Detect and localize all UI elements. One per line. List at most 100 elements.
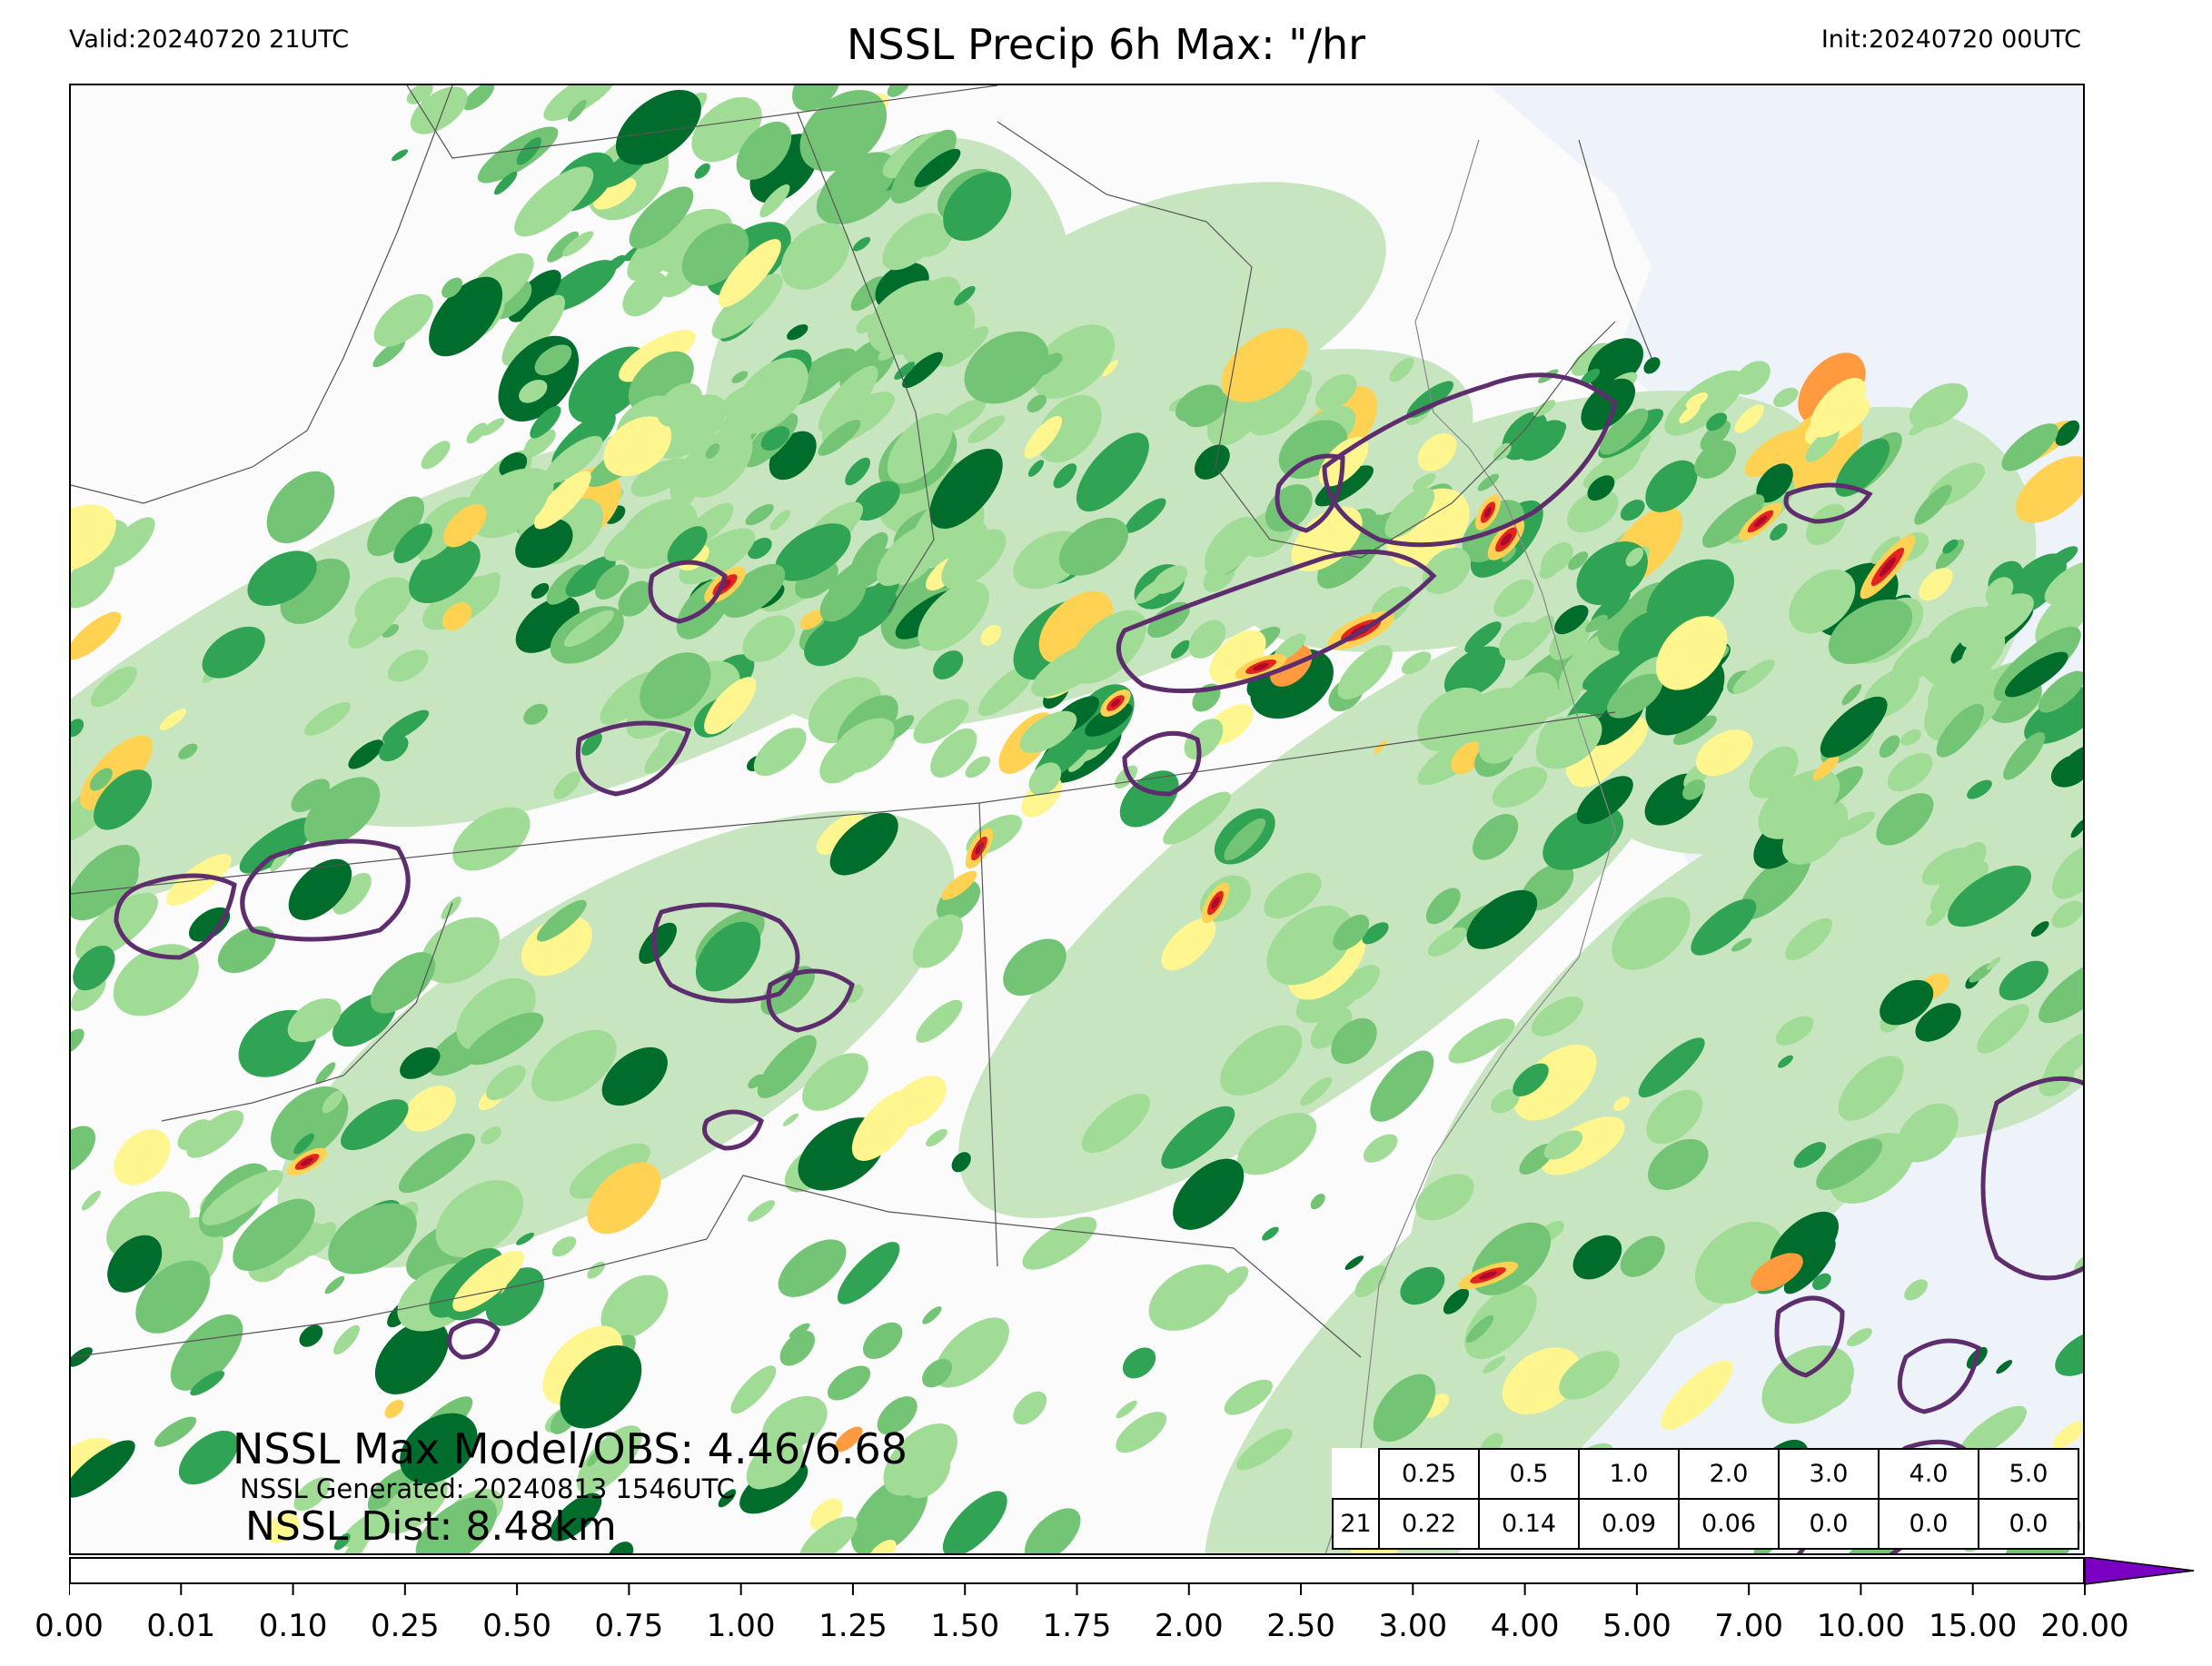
precip-cell (1502, 1347, 1582, 1415)
state-border (978, 802, 998, 1267)
obs-contour (447, 1318, 501, 1360)
precip-cell (787, 324, 808, 341)
precip-cell (579, 379, 611, 402)
precip-cell (587, 1261, 606, 1279)
precip-cell (299, 1324, 323, 1347)
value-cell: 0.0 (1978, 1498, 2079, 1550)
precip-cell (667, 526, 708, 566)
precip-cell (933, 650, 964, 679)
precip-cell (478, 468, 539, 526)
precip-cell (1942, 539, 1959, 554)
precip-cell (563, 610, 614, 647)
precip-cell (1480, 1334, 1497, 1348)
precip-cell (1900, 729, 1922, 746)
precip-cell (1425, 888, 1461, 925)
precip-cell (178, 1430, 239, 1485)
precip-cell (607, 1542, 634, 1553)
precip-cell (466, 571, 501, 606)
precip-cell (560, 1345, 642, 1429)
precip-cell (382, 709, 430, 743)
precip-cell (1184, 719, 1224, 759)
threshold-cell: 1.0 (1578, 1448, 1680, 1500)
state-border (71, 711, 1616, 895)
precip-cell (887, 412, 953, 484)
precip-cell (2015, 456, 2083, 523)
precip-cell (2035, 586, 2083, 648)
precip-cell (1773, 387, 1799, 408)
precip-cell (1473, 813, 1519, 860)
precip-cell (1019, 710, 1077, 753)
precip-cell (441, 896, 461, 919)
precip-cell (441, 277, 463, 299)
precip-cell (1915, 1003, 1961, 1042)
precip-cell (373, 293, 433, 347)
precip-cell (1253, 662, 1269, 671)
precip-cell (324, 1275, 345, 1294)
row-label-cell: 21 (1332, 1498, 1380, 1550)
precip-cell (104, 517, 155, 568)
precip-cell (1363, 1134, 1398, 1163)
precip-cell (951, 1152, 971, 1173)
precip-cell (2052, 1421, 2083, 1449)
precip-cell (393, 523, 432, 564)
precip-cell (1373, 1373, 1436, 1443)
max-model-obs-text: NSSL Max Model/OBS: 4.46/6.68 (233, 1424, 908, 1473)
precip-cell (1443, 646, 1506, 699)
colorbar-extend-arrow (2084, 1557, 2195, 1585)
precip-cell (266, 471, 335, 544)
colorbar-tick-label: 2.00 (1154, 1608, 1224, 1644)
precip-cell (1810, 378, 1867, 438)
precip-cell (1415, 1174, 1474, 1221)
precip-cell (1734, 404, 1765, 433)
precip-cell (1053, 463, 1077, 489)
precip-cell (1567, 551, 1589, 570)
precip-cell (1986, 957, 2001, 970)
precip-cell (592, 177, 637, 210)
precip-cell (759, 183, 790, 218)
precip-cell (1500, 533, 1513, 546)
precip-cell (799, 610, 825, 630)
value-cell: 0.06 (1678, 1498, 1780, 1550)
precip-cell (1085, 703, 1133, 737)
precip-cell (2045, 546, 2078, 570)
threshold-header-row: 0.25 0.5 1.0 2.0 3.0 4.0 5.0 (1333, 1448, 2079, 1500)
threshold-cell: 4.0 (1878, 1448, 1979, 1500)
precip-cell (293, 1477, 331, 1512)
precip-cell (1479, 1271, 1497, 1280)
colorbar-tick-label: 0.50 (482, 1608, 551, 1644)
precip-cell (850, 276, 887, 312)
precip-cell (264, 1513, 301, 1543)
obs-contour (1116, 549, 1437, 694)
precip-cell (1058, 517, 1129, 576)
precip-cell (657, 382, 703, 427)
colorbar-tick-label: 0.10 (258, 1608, 328, 1644)
precip-cell (926, 1128, 947, 1147)
precip-cell (1513, 1045, 1597, 1121)
precip-cell (1161, 917, 1216, 971)
precip-cell (1032, 324, 1116, 399)
precip-cell (410, 86, 468, 134)
precip-cell (1695, 729, 1753, 777)
precip-cell (493, 171, 518, 195)
valid-time-label: Valid:20240720 21UTC (69, 25, 350, 54)
precip-cell (838, 1242, 900, 1304)
precip-cell (1936, 703, 1985, 758)
precip-cell (1775, 1016, 1814, 1046)
precip-cell (441, 602, 472, 630)
precip-cell (586, 1451, 601, 1467)
precip-cell (639, 922, 677, 965)
colorbar-outline (69, 1557, 2085, 1584)
obs-contour (651, 902, 800, 1004)
obs-contour (1980, 1076, 2083, 1281)
obs-contour (240, 838, 411, 942)
precip-cell (930, 728, 977, 778)
precip-cell (1967, 779, 1992, 799)
precip-cell (601, 1046, 668, 1106)
precip-cell (1572, 1235, 1622, 1280)
precip-cell (694, 163, 710, 179)
precip-cell (1221, 327, 1308, 402)
precip-cell (315, 1062, 336, 1085)
precip-cell (400, 1413, 478, 1484)
precip-cell (1812, 1273, 1831, 1291)
threshold-cell: 5.0 (1978, 1448, 2079, 1500)
